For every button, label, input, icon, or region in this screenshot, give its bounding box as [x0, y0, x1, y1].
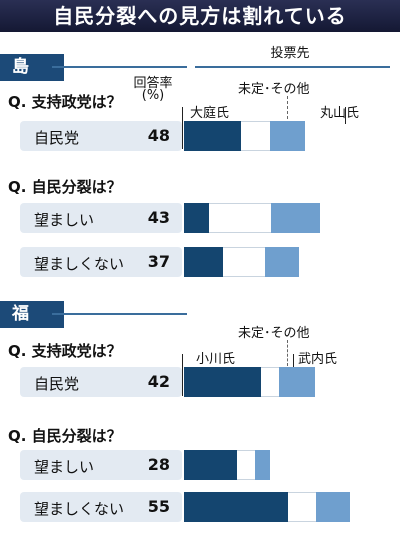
bar-segment-undecided-c1-q1-r0	[237, 450, 255, 480]
bar-segment-candidate-a-c1-q0-r0	[184, 367, 261, 397]
bar-segment-candidate-a-c1-q1-r1	[184, 492, 288, 522]
leader-line-maruyama	[345, 107, 346, 124]
legend-label-oba: 大庭氏	[190, 106, 230, 121]
bar-segment-candidate-b-c1-q0-r0	[279, 367, 315, 397]
response-rate-header-line2: (%)	[141, 88, 165, 103]
chart-title: 自民分裂への見方は割れている	[53, 4, 347, 28]
bar-segment-candidate-b-c0-q0-r0	[270, 121, 305, 151]
response-row-box-c1-q1-r1	[20, 492, 182, 522]
response-label-c0-q0-r0: 自民党	[34, 129, 80, 147]
response-rate-header-line1: 回答率	[133, 76, 173, 91]
bar-segment-undecided-c0-q1-r1	[223, 247, 265, 277]
legend-label-undecided-fukuoka: 未定･その他	[238, 326, 310, 341]
leader-line-oba	[182, 107, 183, 149]
response-rate-c0-q1-r1: 37	[147, 252, 170, 271]
question-party-fukuoka: Q. 支持政党は？	[8, 342, 122, 360]
question-party-shimane: Q. 支持政党は？	[8, 93, 122, 111]
legend-label-maruyama: 丸山氏	[320, 106, 360, 121]
bar-segment-undecided-c1-q0-r0	[261, 367, 279, 397]
bar-segment-candidate-a-c0-q1-r1	[184, 247, 223, 277]
bar-segment-candidate-a-c1-q1-r0	[184, 450, 237, 480]
vote-destination-header: 投票先	[270, 46, 310, 61]
leader-line-ogawa	[182, 354, 183, 396]
response-rate-c1-q1-r1: 55	[147, 497, 170, 516]
bar-segment-candidate-a-c0-q1-r0	[184, 203, 209, 233]
bar-segment-undecided-c1-q1-r1	[288, 492, 316, 522]
question-split-shimane: Q. 自民分裂は？	[8, 178, 122, 196]
response-rate-c1-q1-r0: 28	[147, 455, 170, 474]
response-row-box-c0-q1-r1	[20, 247, 182, 277]
bar-segment-candidate-b-c1-q1-r0	[255, 450, 270, 480]
bar-segment-undecided-c0-q1-r0	[209, 203, 271, 233]
section-rule-shimane-left	[52, 66, 187, 68]
response-row-box-c1-q0-r0	[20, 367, 182, 397]
response-label-c1-q0-r0: 自民党	[34, 375, 80, 393]
response-row-box-c1-q1-r0	[20, 450, 182, 480]
leader-line-undecided-shimane	[287, 96, 288, 119]
section-rule-fukuoka	[52, 313, 187, 315]
bar-segment-candidate-b-c0-q1-r1	[265, 247, 299, 277]
response-label-c1-q1-r0: 望ましい	[34, 458, 95, 476]
response-rate-c0-q0-r0: 48	[147, 126, 170, 145]
legend-label-takeuchi: 武内氏	[298, 352, 338, 367]
bar-segment-undecided-c0-q0-r0	[241, 121, 270, 151]
section-rule-shimane-right	[195, 66, 390, 68]
bar-segment-candidate-b-c0-q1-r0	[271, 203, 320, 233]
leader-line-takeuchi	[293, 354, 294, 370]
response-rate-c0-q1-r0: 43	[147, 208, 170, 227]
response-row-box-c0-q1-r0	[20, 203, 182, 233]
legend-label-ogawa: 小川氏	[196, 352, 236, 367]
response-label-c1-q1-r1: 望ましくない	[34, 500, 125, 518]
title-bar	[0, 0, 400, 32]
response-label-c0-q1-r1: 望ましくない	[34, 255, 125, 273]
response-rate-c1-q0-r0: 42	[147, 372, 170, 391]
bar-segment-candidate-a-c0-q0-r0	[184, 121, 241, 151]
leader-line-undecided-fukuoka	[287, 340, 288, 366]
bar-segment-candidate-b-c1-q1-r1	[316, 492, 350, 522]
response-row-box-c0-q0-r0	[20, 121, 182, 151]
question-split-fukuoka: Q. 自民分裂は？	[8, 427, 122, 445]
legend-label-undecided-shimane: 未定･その他	[238, 82, 310, 97]
response-label-c0-q1-r0: 望ましい	[34, 211, 95, 229]
